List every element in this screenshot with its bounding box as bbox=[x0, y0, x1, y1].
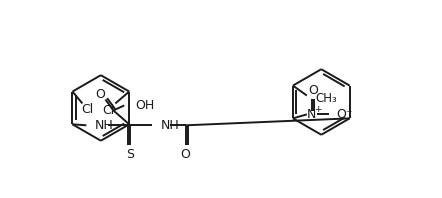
Text: Cl: Cl bbox=[81, 103, 94, 116]
Text: O: O bbox=[95, 88, 105, 101]
Text: N: N bbox=[307, 108, 316, 121]
Text: +: + bbox=[314, 105, 321, 114]
Text: OH: OH bbox=[135, 99, 154, 112]
Text: O⁻: O⁻ bbox=[337, 108, 353, 121]
Text: NH: NH bbox=[161, 119, 179, 132]
Text: O: O bbox=[181, 148, 191, 161]
Text: NH: NH bbox=[94, 119, 113, 132]
Text: O: O bbox=[308, 84, 318, 97]
Text: CH₃: CH₃ bbox=[316, 92, 338, 105]
Text: S: S bbox=[126, 148, 134, 161]
Text: Cl: Cl bbox=[102, 104, 114, 117]
